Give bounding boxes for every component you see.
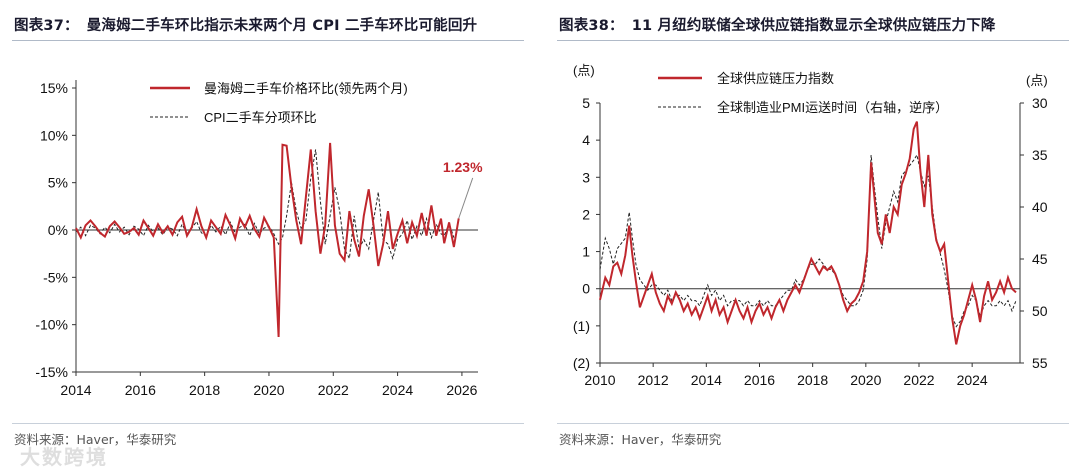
y-tick-label: 5 [582,95,590,111]
legend-label-manheim: 曼海姆二手车价格环比(领先两个月) [204,81,408,96]
x-tick-label: 2014 [60,382,91,398]
right-figure-title: 图表38： 11 月纽约联储全球供应链指数显示全球供应链压力下降 [559,14,996,35]
y-tick-label: 4 [582,132,590,148]
series-line-cpi-used-car [75,149,455,261]
x-tick-label: 2026 [446,382,477,398]
y-tick-label: -15% [35,364,68,380]
y2-tick-label: 35 [1032,147,1048,163]
right-figure-panel: 图表38： 11 月纽约联储全球供应链指数显示全球供应链压力下降 (2) (1) 0 1… [545,0,1080,471]
x-tick-label: 2024 [957,372,988,388]
series-line-manheim [75,142,460,338]
left-figure-number: 图表37： [14,18,79,34]
y-tick-label: -10% [35,317,68,333]
annotation-leader-line [458,177,474,219]
x-tick-label: 2022 [318,382,349,398]
y-tick-label: 3 [582,169,590,185]
y2-tick-label: 40 [1032,199,1048,215]
series-line-pmi-delivery-times [599,153,1017,328]
left-figure-title: 图表37： 曼海姆二手车环比指示未来两个月 CPI 二手车环比可能回升 [14,14,477,35]
x-tick-label: 2022 [903,372,934,388]
legend-label-gscpi: 全球供应链压力指数 [717,71,834,86]
right-bottom-divider [557,423,1069,424]
x-tick-label: 2012 [638,372,669,388]
legend-label-cpi: CPI二手车分项环比 [204,110,317,125]
left-bottom-divider [12,423,524,424]
x-tick-label: 2024 [382,382,413,398]
y-tick-label: 2 [582,206,590,222]
series-line-gscpi [599,121,1017,345]
y-tick-label: 10% [40,127,68,143]
y-tick-label: 0 [582,281,590,297]
x-tick-label: 2010 [584,372,615,388]
left-source-note: 资料来源：Haver，华泰研究 [14,432,177,447]
y2-tick-label: 50 [1032,303,1048,319]
x-tick-label: 2014 [691,372,722,388]
y2-tick-label: 55 [1032,355,1048,371]
right-source-note: 资料来源：Haver，华泰研究 [559,432,722,447]
left-title-divider [12,40,524,41]
left-chart: -15% -10% -5% 0% 5% 10% 15% 2014 2016 2018 2020 202… [35,80,483,398]
y-tick-label: (1) [573,318,590,334]
left-figure-panel: 图表37： 曼海姆二手车环比指示未来两个月 CPI 二手车环比可能回升 -15% -… [12,14,524,447]
left-axis-unit-label: (点) [573,63,595,78]
right-axis-unit-label: (点) [1026,73,1048,88]
y2-tick-label: 30 [1032,95,1048,111]
x-tick-label: 2020 [850,372,881,388]
y-tick-label: -5% [43,269,68,285]
annotation-label: 1.23% [443,159,483,175]
y-tick-label: 5% [48,175,68,191]
y-tick-label: 1 [582,244,590,260]
watermark-logo: 大数跨境 [20,445,108,469]
y2-tick-label: 45 [1032,251,1048,267]
right-figure-title-text: 11 月纽约联储全球供应链指数显示全球供应链压力下降 [631,18,996,34]
x-tick-label: 2016 [744,372,775,388]
y-tick-label: 15% [40,80,68,96]
x-tick-label: 2016 [125,382,156,398]
x-tick-label: 2018 [797,372,828,388]
legend-label-pmi: 全球制造业PMI运送时间（右轴，逆序） [717,100,948,115]
x-tick-label: 2018 [189,382,220,398]
right-title-divider [557,40,1069,41]
y-tick-label: (2) [573,355,590,371]
left-figure-title-text: 曼海姆二手车环比指示未来两个月 CPI 二手车环比可能回升 [86,18,478,34]
right-figure-number: 图表38： [559,18,624,34]
y-tick-label: 0% [48,222,68,238]
x-tick-label: 2020 [253,382,284,398]
